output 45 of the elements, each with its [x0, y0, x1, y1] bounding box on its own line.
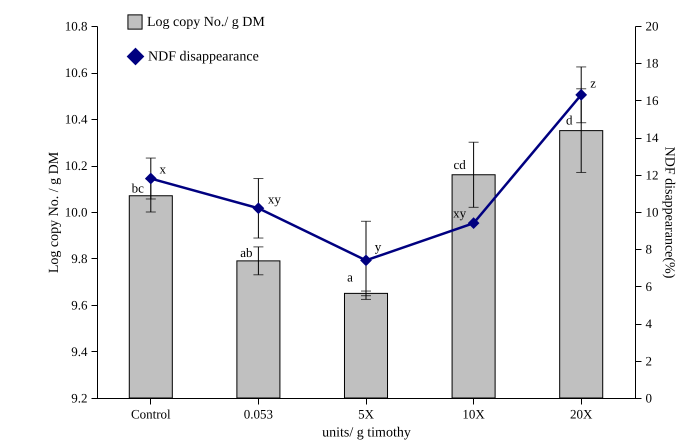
annotation: y [374, 238, 382, 254]
y2-tick-label: 8 [646, 242, 652, 257]
annotation: xy [268, 191, 282, 206]
annotation: ab [240, 244, 253, 260]
point [145, 173, 156, 184]
legend-label: Log copy No./ g DM [147, 15, 266, 30]
y2-tick-label: 18 [646, 56, 658, 71]
y-tick-label: 9.6 [71, 298, 88, 312]
annotation: cd [453, 156, 466, 172]
y-tick-label: 9.4 [71, 344, 88, 359]
y2-tick-label: 6 [646, 278, 652, 294]
y-tick-label: 10.8 [64, 18, 88, 34]
annotation: d [566, 112, 573, 128]
y-tick-label: 9.8 [71, 251, 88, 266]
point [468, 218, 480, 229]
y-tick-label: 10.0 [64, 204, 88, 220]
x-tick-label: 5X [358, 406, 375, 422]
y2-tick-label: 16 [646, 92, 659, 108]
annotation: a [347, 269, 354, 284]
y2-tick-label: 20 [646, 18, 658, 34]
x-axis-title: units/ g timothy [322, 426, 411, 440]
y2-tick-label: 0 [646, 390, 652, 406]
x-tick-label: 0.053 [244, 406, 274, 422]
y-tick-label: 10.4 [64, 112, 88, 126]
y-tick-label: 9.2 [71, 390, 88, 406]
point [360, 254, 372, 266]
x-tick-label: 20X [570, 406, 594, 422]
x-tick-label: 10X [462, 406, 486, 422]
point [576, 89, 587, 100]
annotation: bc [132, 180, 144, 196]
legend-label: NDF disappearance [148, 50, 259, 64]
annotation: x [160, 161, 167, 176]
y2-tick-label: 12 [646, 167, 658, 182]
y2-tick-label: 2 [646, 353, 652, 368]
y2-tick-label: 10 [646, 204, 658, 220]
x-tick-label: Control [130, 406, 172, 422]
y2-axis-title: NDF disappearance(%) [662, 146, 676, 279]
annotation: z [590, 75, 596, 90]
point [252, 202, 264, 214]
y-axis-title: Log copy No. / g DM [46, 151, 62, 274]
y2-tick-label: 14 [646, 130, 659, 146]
annotation: xy [453, 205, 467, 220]
y-tick-label: 10.2 [64, 158, 88, 173]
y-tick-label: 10.6 [64, 65, 88, 80]
y2-tick-label: 4 [646, 316, 652, 332]
